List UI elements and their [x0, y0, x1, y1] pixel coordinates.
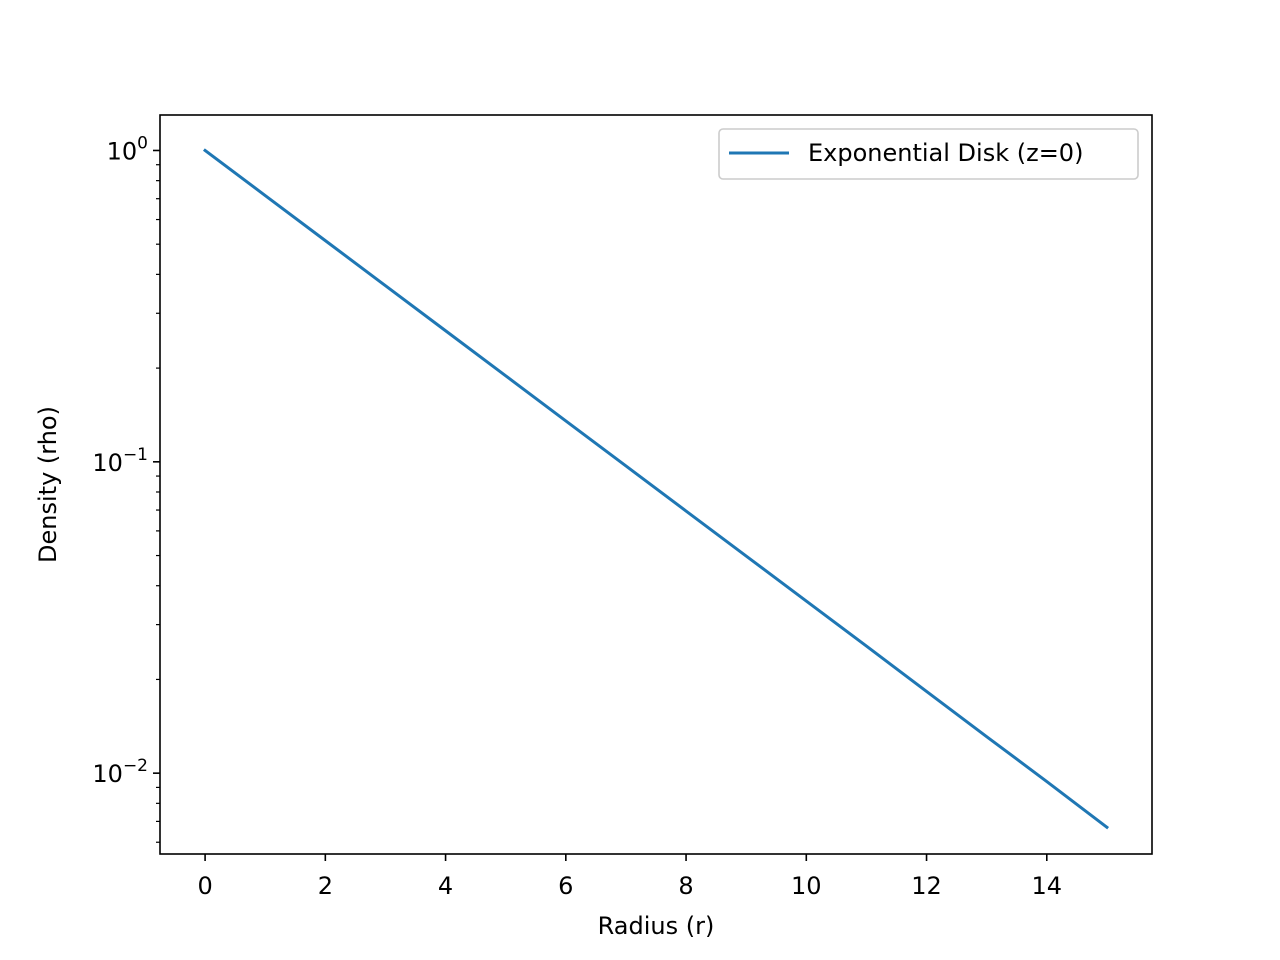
y-tick-label: 10−1: [92, 445, 148, 477]
x-tick-label: 14: [1032, 872, 1063, 900]
x-tick-label: 0: [197, 872, 212, 900]
x-axis-label: Radius (r): [598, 912, 715, 940]
plot-area: [202, 148, 1110, 830]
x-tick-label: 8: [678, 872, 693, 900]
legend: Exponential Disk (z=0): [718, 128, 1139, 180]
x-axis: 0 2 4 6 8 10 12 14: [197, 854, 1062, 900]
x-tick-label: 10: [791, 872, 822, 900]
x-tick-label: 4: [438, 872, 453, 900]
y-tick-label: 100: [107, 133, 148, 165]
legend-label: Exponential Disk (z=0): [808, 139, 1083, 167]
y-axis: 100 10−1 10−2: [92, 133, 160, 843]
x-tick-label: 6: [558, 872, 573, 900]
y-tick-label: 10−2: [92, 756, 148, 788]
plot-frame: [159, 114, 1153, 855]
series-line-0: [202, 148, 1110, 830]
x-tick-label: 12: [911, 872, 942, 900]
y-axis-label: Density (rho): [34, 406, 62, 563]
x-tick-label: 2: [318, 872, 333, 900]
legend-box: [718, 128, 1139, 180]
